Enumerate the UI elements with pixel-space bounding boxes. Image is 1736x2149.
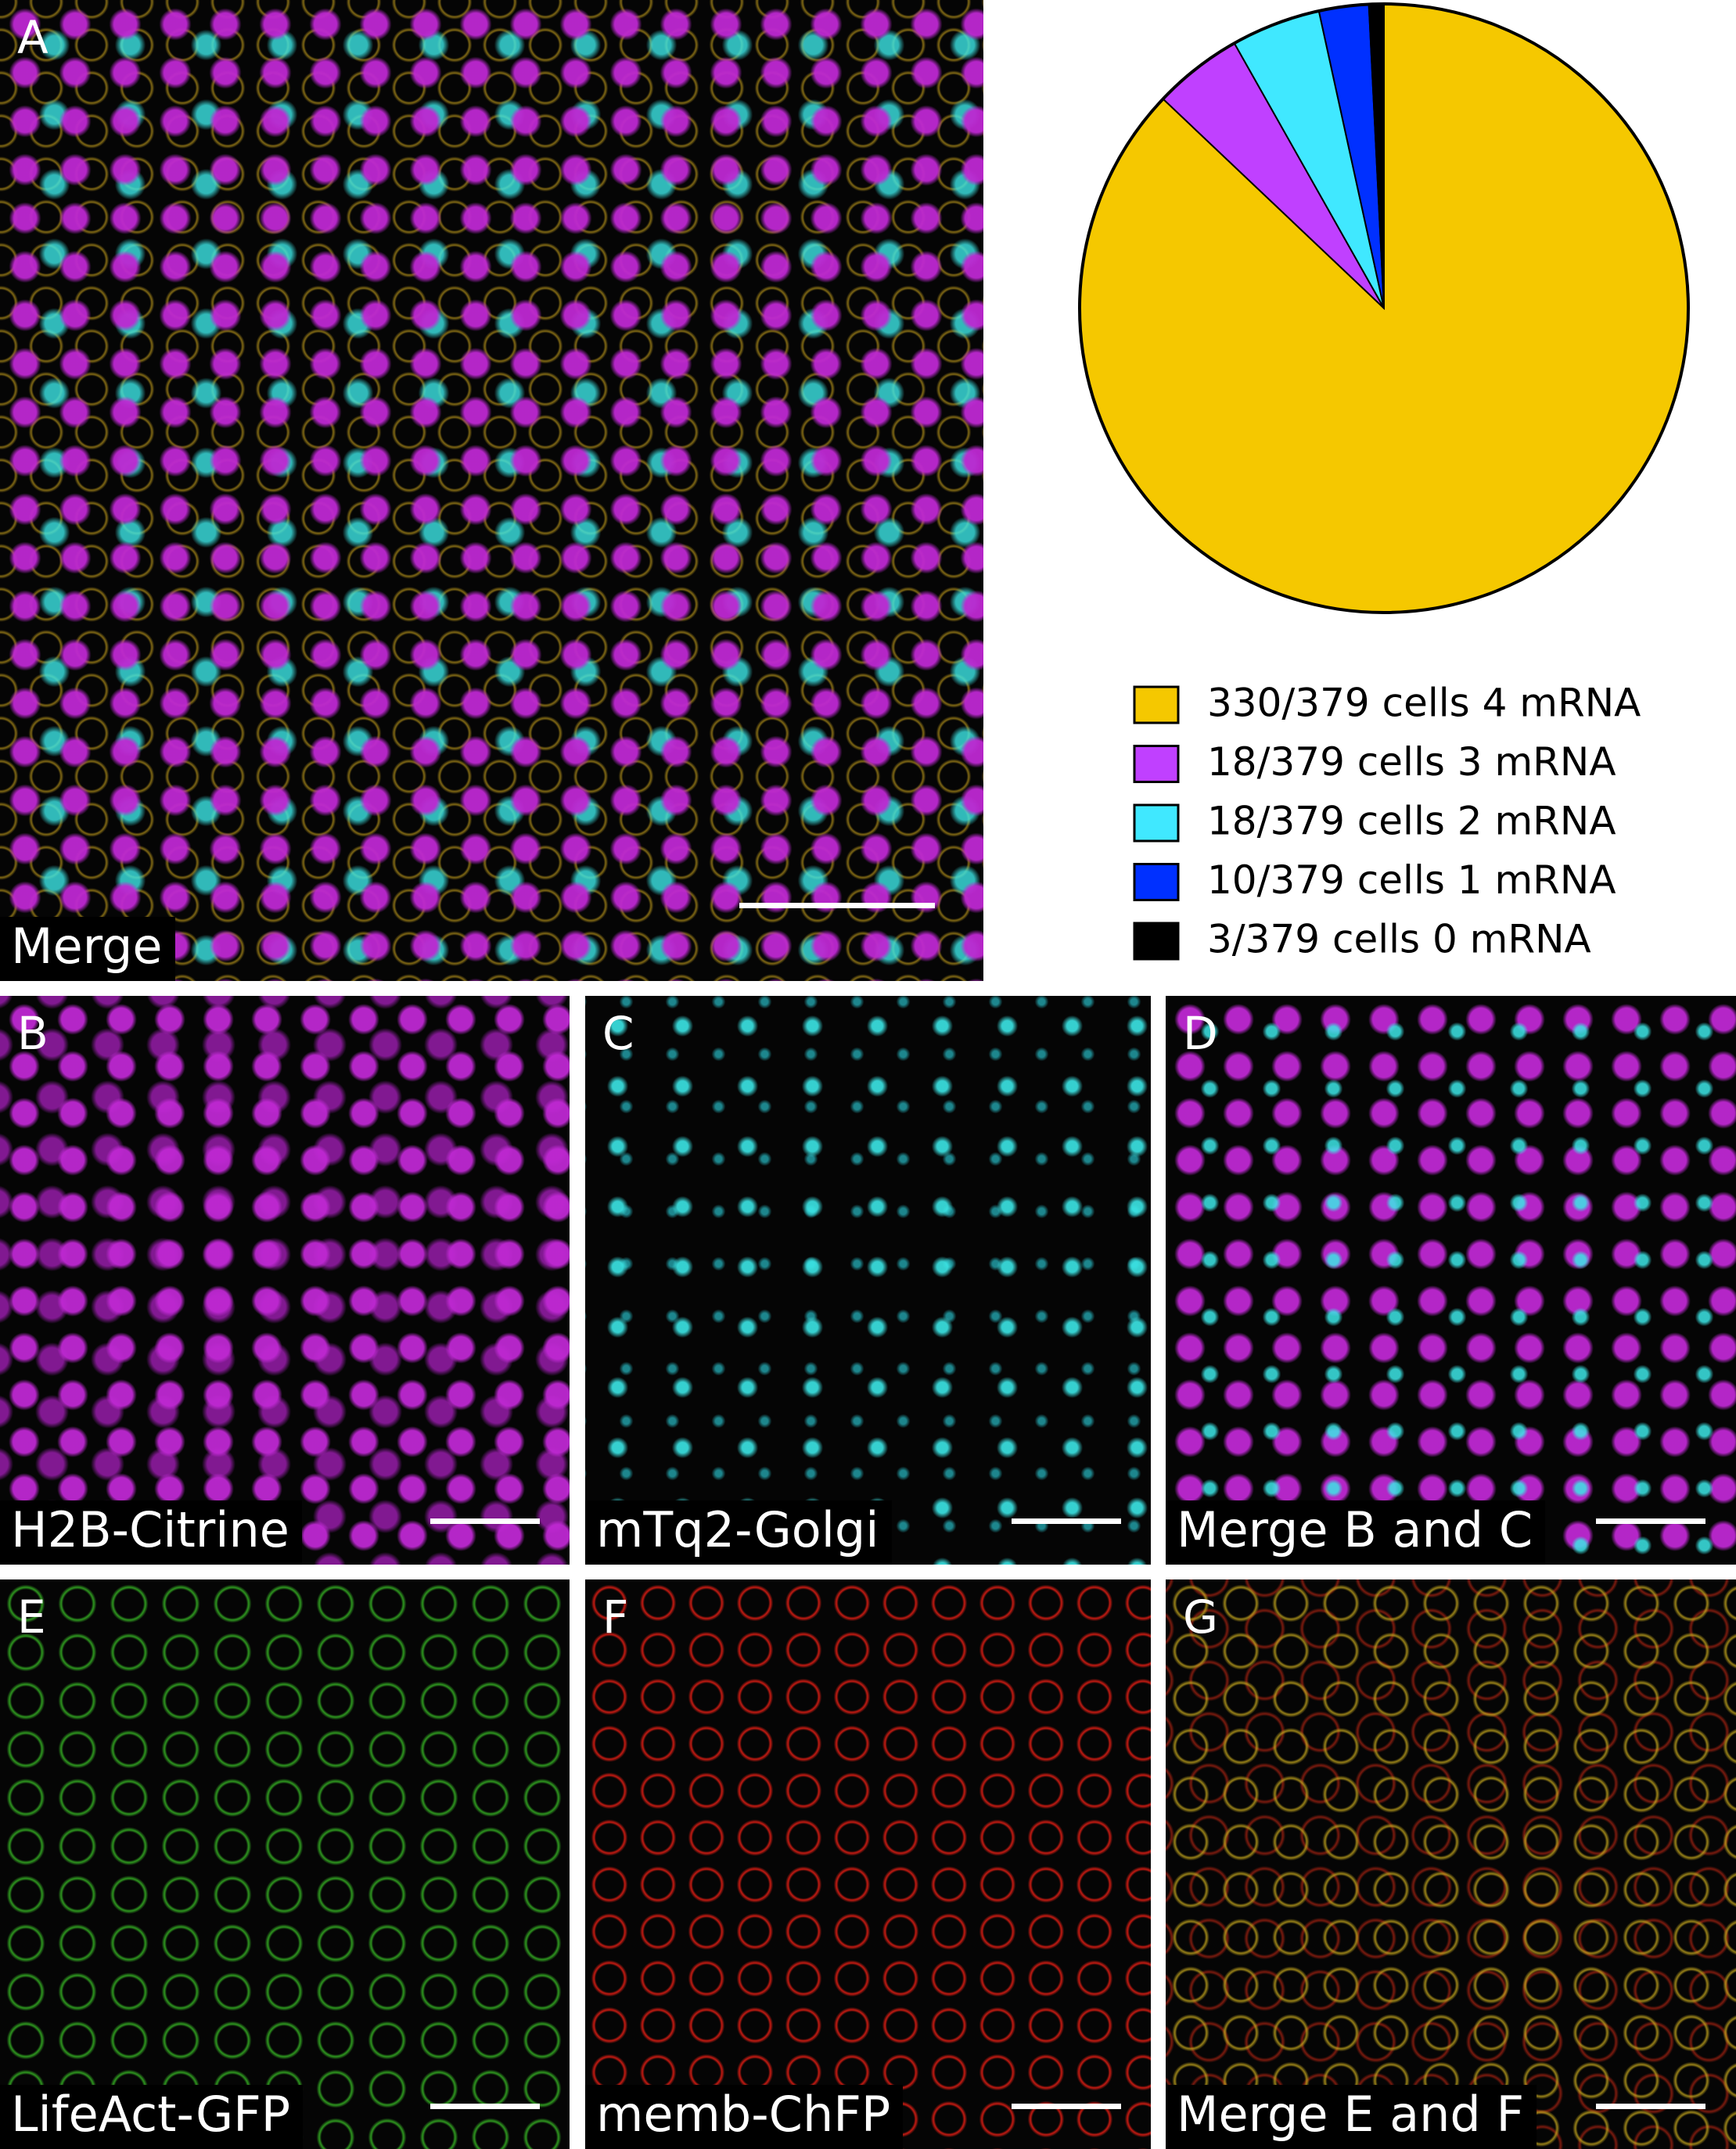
- scale-bar: [1596, 2104, 1705, 2109]
- panel-label: B: [17, 1007, 49, 1060]
- pie-outline: [1078, 2, 1690, 614]
- panel-caption: memb-ChFP: [585, 2084, 904, 2149]
- legend-label: 10/379 cells 1 mRNA: [1207, 857, 1616, 903]
- panel-g: G Merge E and F: [1166, 1579, 1736, 2149]
- legend-label: 18/379 cells 2 mRNA: [1207, 799, 1616, 844]
- pie-chart: 330/379 cells 4 mRNA 18/379 cells 3 mRNA 1…: [1078, 2, 1690, 962]
- legend-swatch: [1133, 863, 1180, 901]
- panel-label: F: [602, 1590, 629, 1644]
- panel-label: A: [17, 11, 49, 64]
- legend-swatch: [1133, 685, 1180, 724]
- scale-bar: [430, 1518, 540, 1524]
- legend-label: 3/379 cells 0 mRNA: [1207, 917, 1591, 962]
- legend-swatch: [1133, 803, 1180, 843]
- panel-label: G: [1183, 1590, 1218, 1644]
- legend-swatch: [1133, 745, 1180, 783]
- panel-caption: Merge: [0, 916, 175, 981]
- scale-bar: [739, 903, 935, 908]
- panel-d: D Merge B and C: [1166, 996, 1736, 1565]
- panel-label: E: [17, 1590, 46, 1644]
- panel-caption: mTq2-Golgi: [585, 1500, 892, 1565]
- scale-bar: [1012, 2104, 1121, 2109]
- scale-bar: [1596, 1518, 1705, 1524]
- panel-e: E LifeAct-GFP: [0, 1579, 570, 2149]
- panel-caption: H2B-Citrine: [0, 1500, 302, 1565]
- panel-f: F memb-ChFP: [585, 1579, 1151, 2149]
- panel-caption: Merge B and C: [1166, 1500, 1546, 1565]
- legend-swatch: [1133, 922, 1180, 961]
- panel-caption: LifeAct-GFP: [0, 2084, 304, 2149]
- panel-label: C: [602, 1007, 634, 1060]
- panel-label: D: [1183, 1007, 1218, 1060]
- panel-c: C mTq2-Golgi: [585, 996, 1151, 1565]
- scale-bar: [430, 2104, 540, 2109]
- panel-a: A Merge: [0, 0, 983, 981]
- panel-caption: Merge E and F: [1166, 2084, 1537, 2149]
- legend-label: 18/379 cells 3 mRNA: [1207, 739, 1616, 785]
- legend-label: 330/379 cells 4 mRNA: [1207, 681, 1641, 726]
- scale-bar: [1012, 1518, 1121, 1524]
- panel-b: B H2B-Citrine: [0, 996, 570, 1565]
